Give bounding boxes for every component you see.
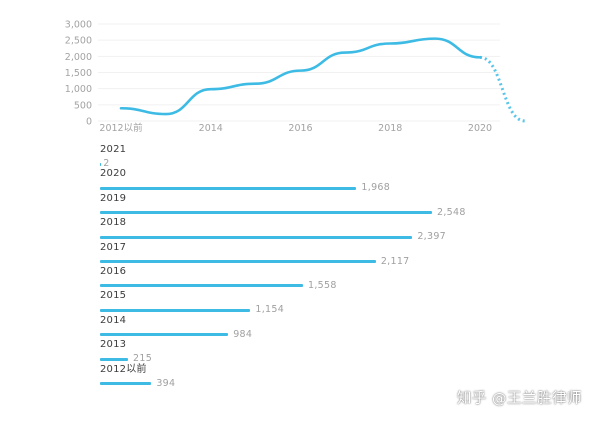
- bar-track: 2,397: [100, 231, 446, 243]
- bar-category-label: 2017: [100, 241, 127, 253]
- bar-value-label: 2,117: [380, 255, 410, 267]
- bar-category-label: 2012以前: [100, 363, 147, 375]
- y-tick-labels: 0 500 1,000 1,500 2,000 2,500 3,000: [65, 20, 92, 128]
- bar-value-label: 2: [103, 158, 110, 169]
- bar: [100, 333, 229, 337]
- bar-category-label: 2018: [100, 217, 127, 229]
- y-tick-label: 500: [74, 100, 92, 111]
- bar-list: 2021 2 2020 1,968 2019 2,548 2018 2,397 2017 2,11…: [100, 144, 580, 390]
- bar-row: 2021 2: [100, 144, 580, 170]
- bar-row: 2018 2,397: [100, 217, 580, 243]
- series-line: [119, 37, 482, 116]
- x-tick-label: 2018: [378, 123, 402, 134]
- bar-row: 2019 2,548: [100, 192, 580, 219]
- bar: [100, 211, 432, 215]
- bar-track: 1,968: [100, 182, 390, 194]
- bar-value-label: 394: [156, 377, 176, 389]
- bar: [100, 186, 357, 190]
- bar-track: 1,558: [100, 280, 337, 292]
- bar-row: 2013 215: [100, 339, 580, 365]
- bar-track: 1,154: [100, 304, 284, 316]
- bar-track: 984: [100, 329, 252, 341]
- bar: [100, 284, 303, 288]
- bar: [100, 235, 413, 239]
- bar-value-label: 2,548: [437, 206, 466, 218]
- bar-track: 2,548: [100, 207, 466, 219]
- bar: [100, 357, 128, 361]
- bar-category-label: 2016: [100, 265, 127, 277]
- bar-category-label: 2019: [100, 192, 127, 204]
- bar: [100, 308, 251, 312]
- y-tick-label: 2,000: [65, 52, 92, 63]
- y-gridlines: [98, 23, 500, 122]
- bar-value-label: 1,558: [308, 279, 337, 291]
- y-tick-label: 2,500: [65, 36, 92, 47]
- x-tick-label: 2014: [199, 123, 223, 134]
- bar-value-label: 984: [233, 328, 253, 340]
- bar: [100, 260, 376, 264]
- bar-row: 2012以前 394: [100, 363, 580, 390]
- bar-value-label: 1,154: [255, 304, 285, 316]
- watermark: 知乎 @王兰胜律师: [456, 391, 582, 407]
- bar-row: 2017 2,117: [100, 241, 580, 268]
- bar-track: 394: [100, 378, 175, 390]
- bar-track: 2: [100, 158, 110, 170]
- bar-value-label: 2,397: [417, 231, 447, 243]
- y-tick-label: 1,500: [65, 68, 92, 79]
- y-tick-label: 3,000: [65, 20, 92, 31]
- series-line-dashed: [479, 55, 526, 123]
- bar-row: 2016 1,558: [100, 265, 580, 292]
- bar-value-label: 1,968: [361, 182, 391, 194]
- bar-category-label: 2013: [100, 339, 127, 351]
- bar: [100, 382, 152, 386]
- x-tick-label: 2020: [468, 123, 492, 134]
- bar-row: 2014 984: [100, 314, 580, 341]
- bar-category-label: 2015: [100, 290, 127, 302]
- bar-row: 2015 1,154: [100, 290, 580, 316]
- bar-track: 215: [100, 353, 152, 365]
- x-tick-label: 2016: [288, 123, 312, 134]
- bar-value-label: 215: [133, 353, 153, 365]
- bar-category-label: 2014: [100, 314, 127, 326]
- x-tick-labels: 2012以前 2014 2016 2018 2020: [99, 122, 492, 134]
- y-tick-label: 0: [86, 117, 92, 128]
- bar-category-label: 2020: [100, 168, 127, 180]
- y-tick-label: 1,000: [65, 84, 92, 95]
- line-chart: 0 500 1,000 1,500 2,000 2,500 3,000 2012以前 2014…: [65, 20, 526, 134]
- bar-row: 2020 1,968: [100, 168, 580, 194]
- bar-category-label: 2021: [100, 144, 127, 155]
- bar-track: 2,117: [100, 256, 410, 268]
- x-tick-label: 2012以前: [99, 122, 142, 134]
